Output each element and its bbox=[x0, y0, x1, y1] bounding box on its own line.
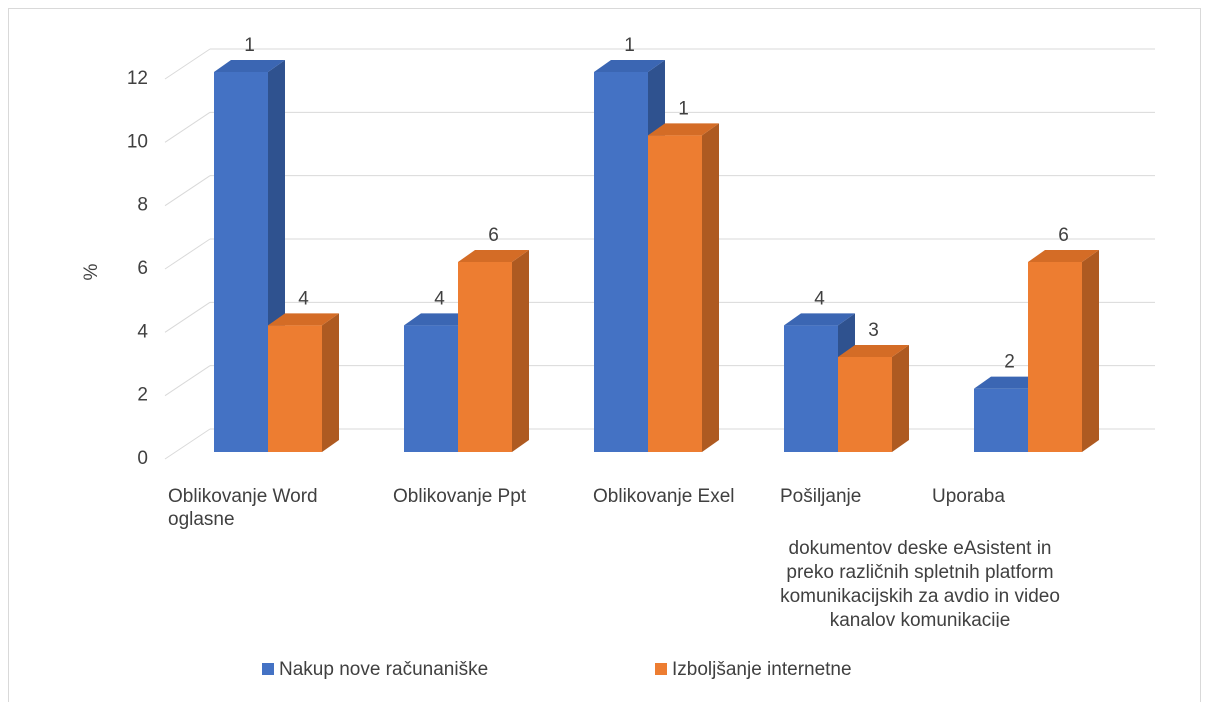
bar bbox=[974, 388, 1028, 452]
bar-top bbox=[974, 376, 1045, 389]
data-label: 1 bbox=[678, 98, 689, 119]
x-tick-label-wrapped: kanalov komunikacije bbox=[830, 610, 1011, 631]
bar-top bbox=[268, 313, 339, 326]
bar bbox=[404, 325, 458, 452]
data-label: 3 bbox=[868, 320, 879, 341]
y-tick-label: 10 bbox=[127, 131, 148, 152]
x-tick-label-wrapped: dokumentov deske eAsistent in bbox=[789, 538, 1052, 559]
bar-top bbox=[1028, 250, 1099, 262]
bar-top bbox=[214, 60, 285, 72]
x-tick-label: Pošiljanje bbox=[780, 486, 861, 507]
grid-line bbox=[164, 301, 211, 333]
data-label: 6 bbox=[1058, 225, 1069, 246]
x-tick-label-line2: oglasne bbox=[168, 509, 235, 530]
wrapped-label: dokumentov deske eAsistent in preko razli… bbox=[780, 538, 1060, 631]
bar-side bbox=[1082, 250, 1099, 452]
bar-side bbox=[892, 345, 909, 452]
y-tick-label: 0 bbox=[137, 448, 148, 469]
y-tick-label: 8 bbox=[137, 195, 148, 216]
y-tick-label: 6 bbox=[137, 258, 148, 279]
legend-label: Izboljšanje internetne bbox=[672, 659, 852, 680]
bar bbox=[784, 325, 838, 452]
grid-line bbox=[164, 175, 211, 207]
x-tick-label: Oblikovanje Ppt bbox=[393, 486, 527, 507]
bar bbox=[648, 135, 702, 453]
x-tick-label: Oblikovanje Word bbox=[168, 486, 318, 507]
legend-label: Nakup nove računaniške bbox=[279, 659, 488, 680]
y-tick-label: 12 bbox=[127, 68, 148, 89]
bar bbox=[214, 72, 268, 452]
y-axis-label: % bbox=[81, 263, 102, 280]
data-label: 4 bbox=[298, 288, 309, 309]
data-label: 2 bbox=[1004, 352, 1015, 373]
bar bbox=[1028, 262, 1082, 452]
x-tick-label-wrapped: komunikacijskih za avdio in video bbox=[780, 586, 1060, 607]
x-tick-label-wrapped: preko različnih spletnih platform bbox=[786, 562, 1053, 583]
data-label: 1 bbox=[624, 35, 635, 56]
data-label: 6 bbox=[488, 225, 499, 246]
legend-swatch bbox=[262, 663, 274, 675]
bar-side bbox=[702, 123, 719, 452]
grid-line bbox=[164, 428, 211, 460]
bar bbox=[594, 72, 648, 452]
bar-top bbox=[458, 250, 529, 262]
bar-top bbox=[648, 123, 719, 136]
grid-line bbox=[164, 238, 211, 270]
bar-top bbox=[404, 313, 475, 326]
chart-frame bbox=[8, 8, 1201, 702]
grid-line bbox=[164, 111, 211, 143]
grid-line bbox=[164, 48, 211, 80]
bar-top bbox=[784, 313, 855, 326]
x-tick-label: Uporaba bbox=[932, 486, 1005, 507]
bar-top bbox=[594, 60, 665, 72]
grid-line bbox=[164, 365, 211, 397]
bar-side bbox=[512, 250, 529, 452]
x-tick-label: Oblikovanje Exel bbox=[593, 486, 735, 507]
bar-side bbox=[322, 313, 339, 452]
legend-swatch bbox=[655, 663, 667, 675]
bar bbox=[838, 357, 892, 452]
data-label: 1 bbox=[244, 35, 255, 56]
data-label: 4 bbox=[814, 288, 825, 309]
bar-top bbox=[838, 345, 909, 357]
data-label: 4 bbox=[434, 288, 445, 309]
bar bbox=[458, 262, 512, 452]
y-tick-label: 2 bbox=[137, 385, 148, 406]
y-tick-label: 4 bbox=[137, 321, 148, 342]
bar bbox=[268, 325, 322, 452]
